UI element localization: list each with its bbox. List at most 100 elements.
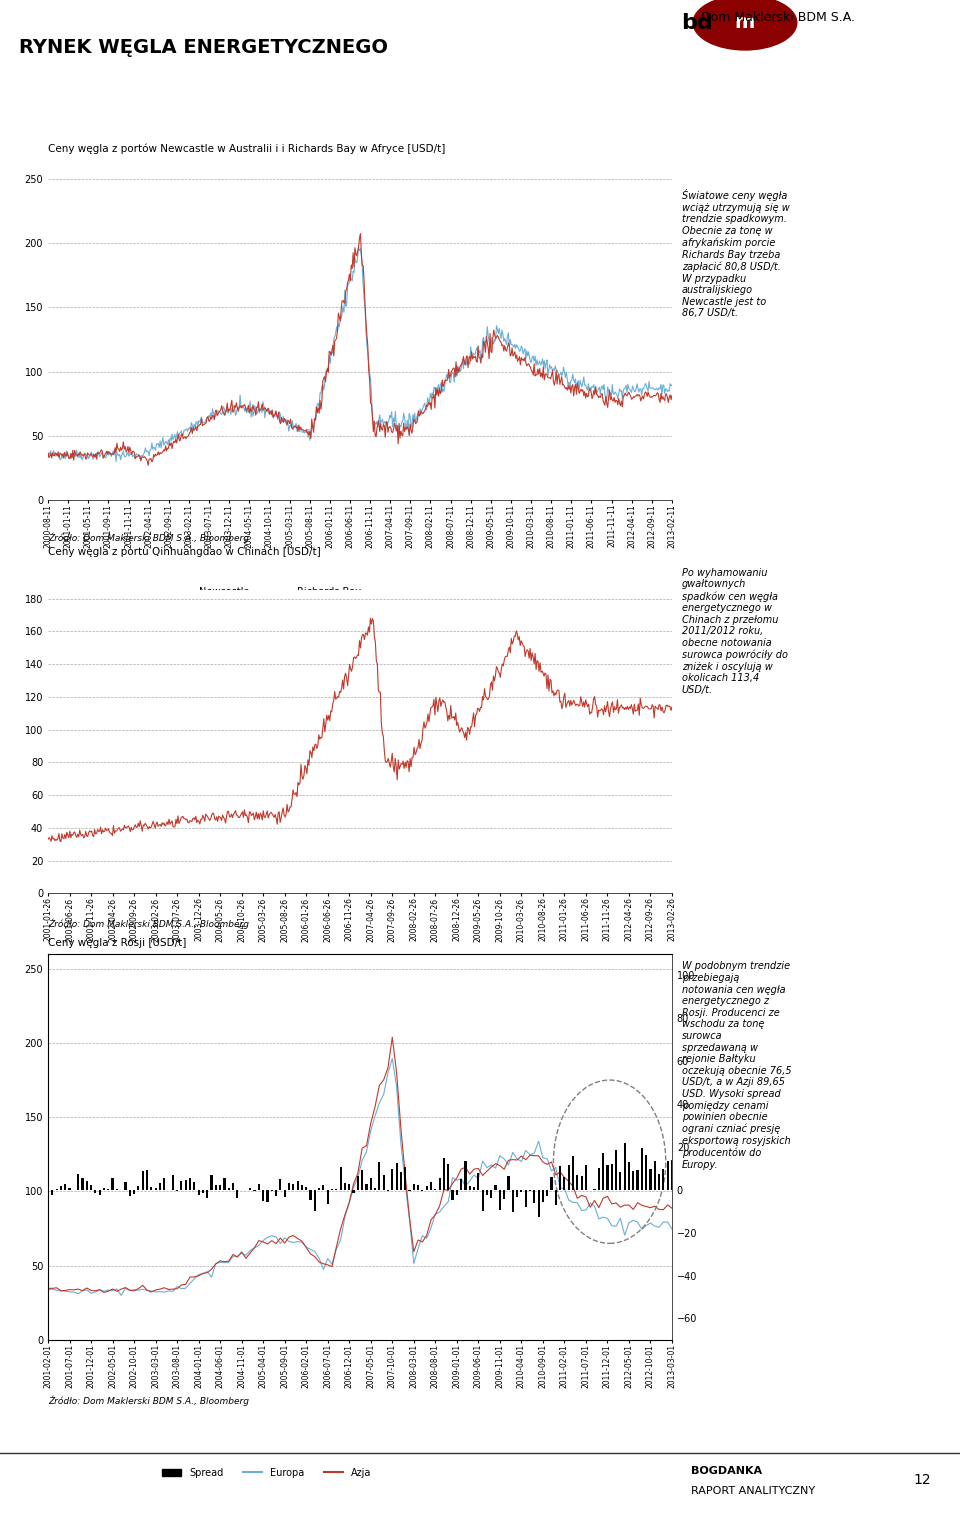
Bar [352,1190,354,1193]
Text: Dom Maklerski BDM S.A.: Dom Maklerski BDM S.A. [701,11,854,24]
Bar [366,1184,368,1190]
Newcastle [598,375,610,394]
Bar [624,1143,626,1190]
Bar [460,1179,462,1190]
Azja [361,1137,372,1155]
Text: m: m [734,14,756,32]
Legend: Newcastle, Richards Bay: Newcastle, Richards Bay [168,583,365,601]
Bar [602,1152,604,1190]
Richards Bay [598,394,610,412]
Richards Bay [526,362,538,380]
Bar [326,1190,329,1205]
Bar [439,1178,441,1190]
Bar [550,1176,553,1190]
Bar [468,1185,470,1190]
Text: BOGDANKA: BOGDANKA [691,1466,762,1476]
Bar [180,1181,182,1190]
Text: Po wyhamowaniu
gwałtownych
spadków cen węgła
energetycznego w
Chinach z przełomu: Po wyhamowaniu gwałtownych spadków cen w… [682,568,787,695]
Bar [477,1173,479,1190]
Bar [85,1181,87,1190]
Bar [619,1172,621,1190]
Bar [275,1190,277,1196]
Bar [581,1176,583,1190]
Bar [658,1173,660,1190]
Richards Bay [142,456,154,474]
Bar [340,1167,342,1190]
Europa [202,1263,213,1281]
Bar [538,1190,540,1217]
Bar [482,1190,484,1211]
Bar [559,1166,562,1190]
Europa [361,1143,372,1161]
Newcastle [42,445,54,463]
Bar [318,1188,321,1190]
Bar [232,1182,234,1190]
Europa [120,1279,132,1297]
Richards Bay [621,388,633,406]
Bar [645,1155,647,1190]
Bar [219,1184,221,1190]
Bar [607,1166,609,1190]
Newcastle [169,425,180,444]
Bar [378,1161,380,1190]
Bar [649,1169,652,1190]
Bar [567,1164,570,1190]
Bar [68,1188,71,1190]
Bar [82,1178,84,1190]
Europa [115,1287,127,1305]
Bar [142,1172,144,1190]
Text: Źródło: Dom Maklerski BDM S.A., Bloomberg: Źródło: Dom Maklerski BDM S.A., Bloomber… [48,533,249,544]
Bar [633,1172,635,1190]
Bar [103,1188,105,1190]
Richards Bay [505,345,516,363]
Bar [172,1175,174,1190]
Text: Źródło: Dom Maklerski BDM S.A., Bloomberg: Źródło: Dom Maklerski BDM S.A., Bloomber… [48,919,249,930]
Azja [387,1028,398,1046]
Bar [64,1184,66,1190]
Text: Ceny węgla z portu Qinhuangdao w Chinach [USD/t]: Ceny węgla z portu Qinhuangdao w Chinach… [48,547,321,557]
Line: Europa: Europa [48,1058,672,1296]
Bar [210,1175,212,1190]
Bar [383,1175,385,1190]
Bar [413,1184,415,1190]
Text: 12: 12 [914,1473,931,1487]
Bar [129,1190,131,1196]
Bar [494,1185,496,1190]
Newcastle [110,453,122,471]
Bar [305,1187,307,1190]
Bar [666,1161,669,1190]
Europa [417,1226,428,1245]
Bar [465,1161,467,1190]
Europa [223,1254,234,1272]
Bar [443,1158,445,1190]
Bar [671,1160,673,1190]
Text: RAPORT ANALITYCZNY: RAPORT ANALITYCZNY [691,1485,815,1496]
Bar [163,1178,165,1190]
Bar [253,1190,255,1192]
Bar [267,1190,269,1202]
Text: Źródło: Dom Maklerski BDM S.A., Bloomberg: Źródło: Dom Maklerski BDM S.A., Bloomber… [48,1396,249,1407]
Text: Światowe ceny węgła
wciąż utrzymują się w
trendzie spadkowym.
Obecnie za tonę w
: Światowe ceny węgła wciąż utrzymują się … [682,189,789,318]
Line: Richards Bay: Richards Bay [48,233,672,465]
Bar [541,1190,544,1202]
Bar [348,1184,350,1190]
Richards Bay [169,433,180,451]
Bar [150,1187,153,1190]
Bar [641,1148,643,1190]
Bar [662,1169,664,1190]
Bar [51,1190,54,1195]
Azja [202,1264,213,1282]
Bar [133,1190,135,1195]
Bar [250,1188,252,1190]
Bar [399,1172,402,1190]
Richards Bay [557,375,568,394]
Bar [503,1190,505,1199]
Bar [357,1176,359,1190]
Bar [564,1178,565,1190]
Bar [228,1188,229,1190]
Bar [508,1176,510,1190]
Bar [198,1190,200,1196]
Richards Bay [354,224,366,242]
Europa [666,1220,678,1238]
Bar [297,1181,299,1190]
